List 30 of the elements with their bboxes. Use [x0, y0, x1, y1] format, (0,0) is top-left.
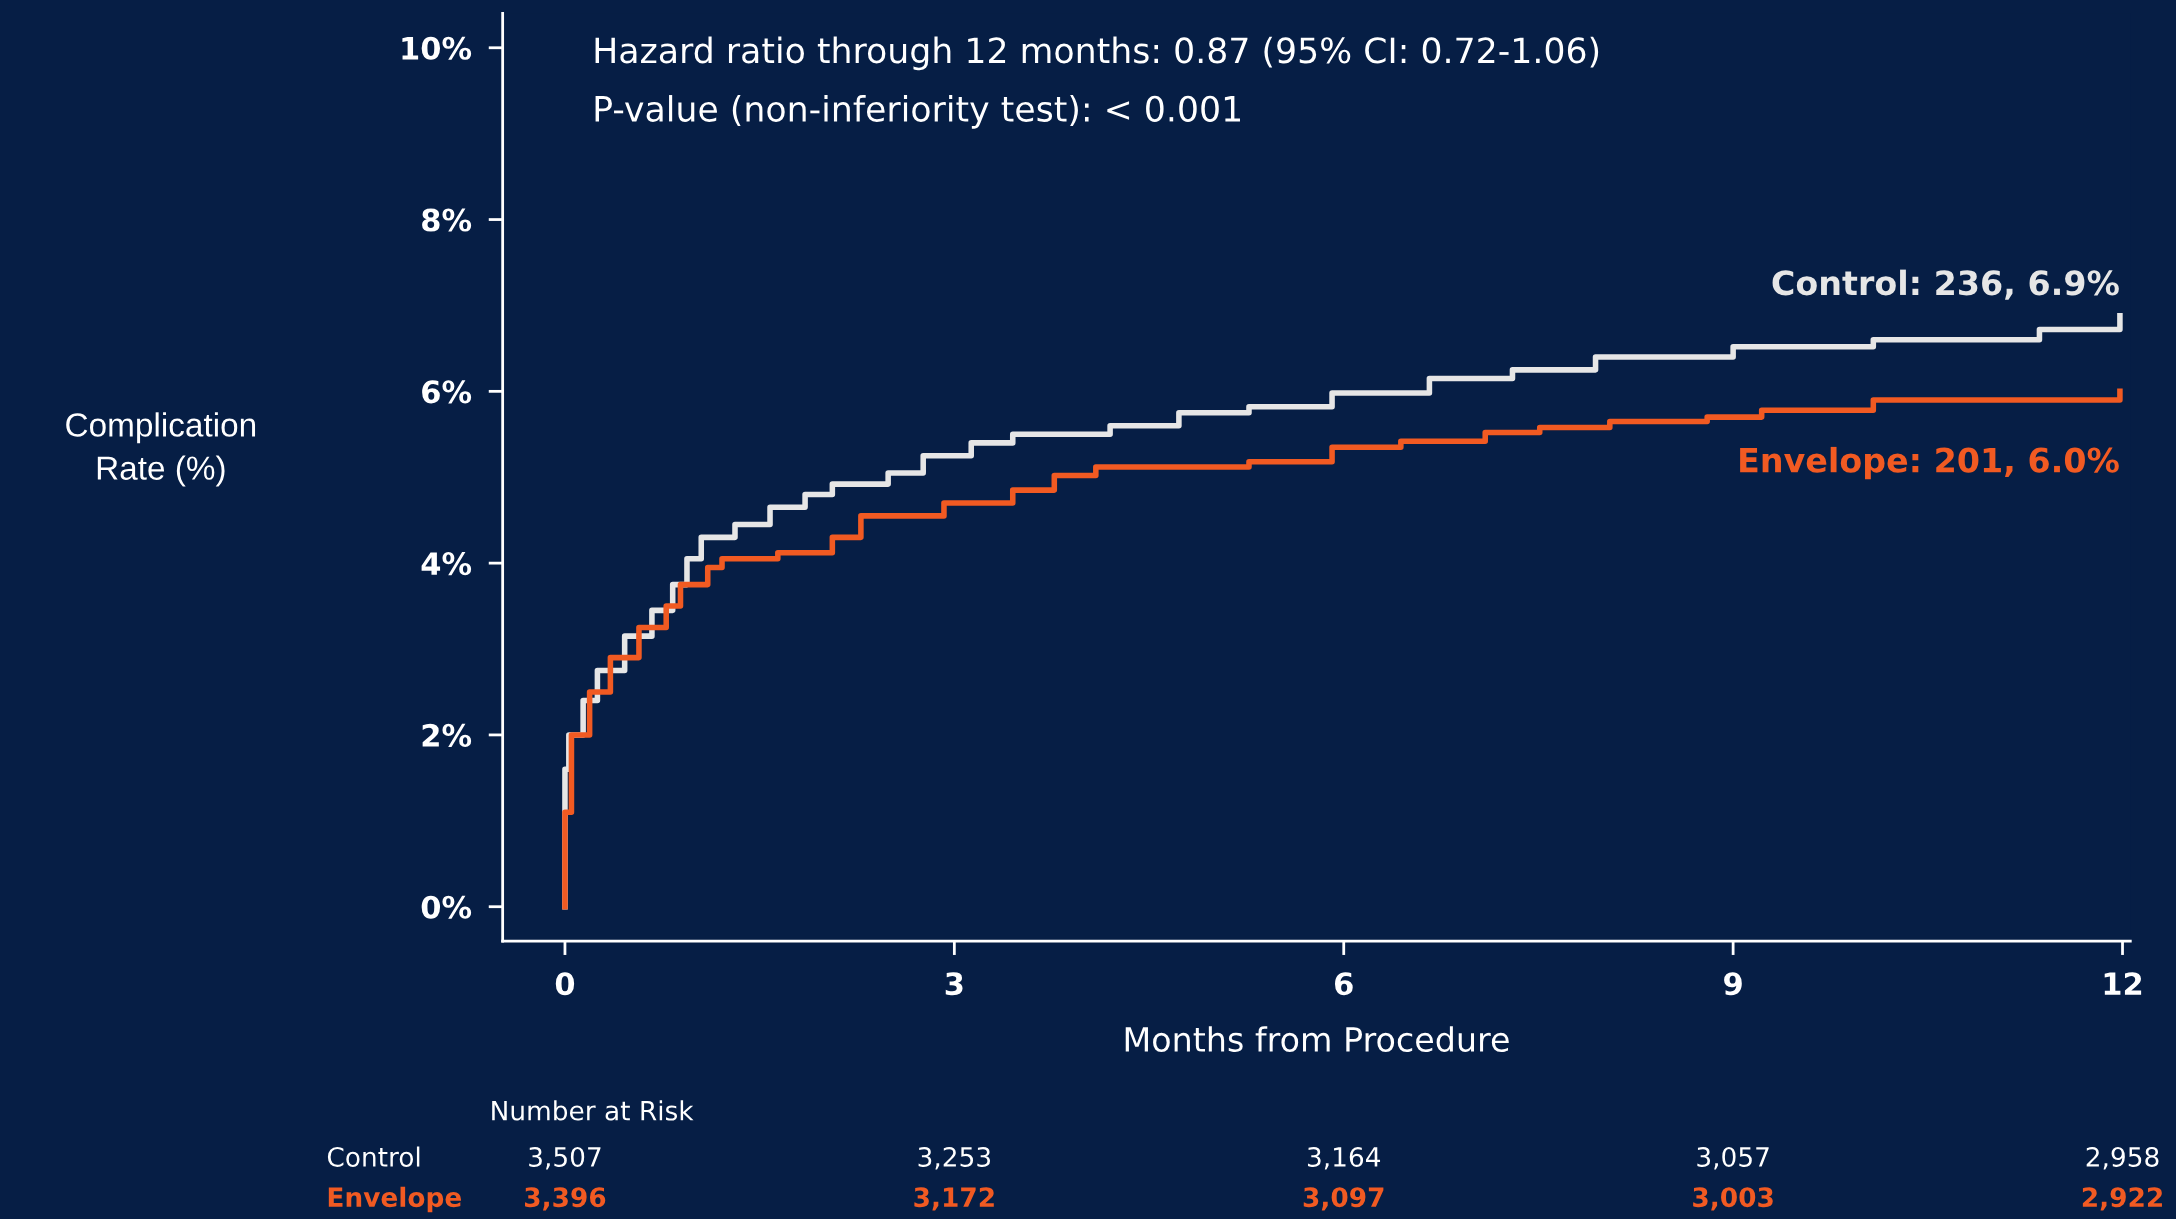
- x-tick-label: 0: [555, 972, 575, 996]
- y-tick-label: 8%: [422, 208, 472, 232]
- y-tick-label: 2%: [422, 723, 472, 747]
- text: 2,958: [2086, 1146, 2159, 1170]
- text: Number at Risk: [492, 1100, 694, 1121]
- y-tick-label: 10%: [402, 36, 472, 60]
- annotation: P-value (non-inferiority test): < 0.001: [595, 95, 1240, 129]
- text: 3,164: [1307, 1146, 1381, 1170]
- x-tick-label: 6: [1335, 972, 1353, 996]
- y-tick-label: 0%: [421, 895, 472, 919]
- x-axis-title: Months from Procedure: [1125, 1026, 1509, 1052]
- text: 3,172: [914, 1187, 994, 1211]
- x-tick-label: 3: [945, 972, 963, 996]
- x-tick-label: 12: [2104, 972, 2142, 995]
- text: 3,396: [524, 1187, 606, 1211]
- annotation: Hazard ratio through 12 months: 0.87 (95% CI: 0.72-1.06): [595, 36, 1599, 71]
- y-axis-title: Complication Rate (%): [66, 412, 256, 487]
- text: 3,253: [918, 1146, 991, 1170]
- text: 3,507: [529, 1146, 601, 1170]
- series-label: Control: 236, 6.9%: [1772, 269, 2119, 300]
- text: Control: [327, 1146, 420, 1167]
- text: 3,057: [1697, 1146, 1769, 1170]
- series-label: Envelope: 201, 6.0%: [1740, 446, 2119, 480]
- y-tick-label: 4%: [421, 552, 472, 576]
- text: 3,097: [1303, 1187, 1384, 1211]
- x-tick-label: 9: [1724, 972, 1742, 996]
- y-tick-label: 6%: [422, 380, 472, 404]
- text: Envelope: [328, 1186, 461, 1213]
- text: 2,922: [2082, 1187, 2162, 1211]
- text: 3,003: [1693, 1187, 1773, 1211]
